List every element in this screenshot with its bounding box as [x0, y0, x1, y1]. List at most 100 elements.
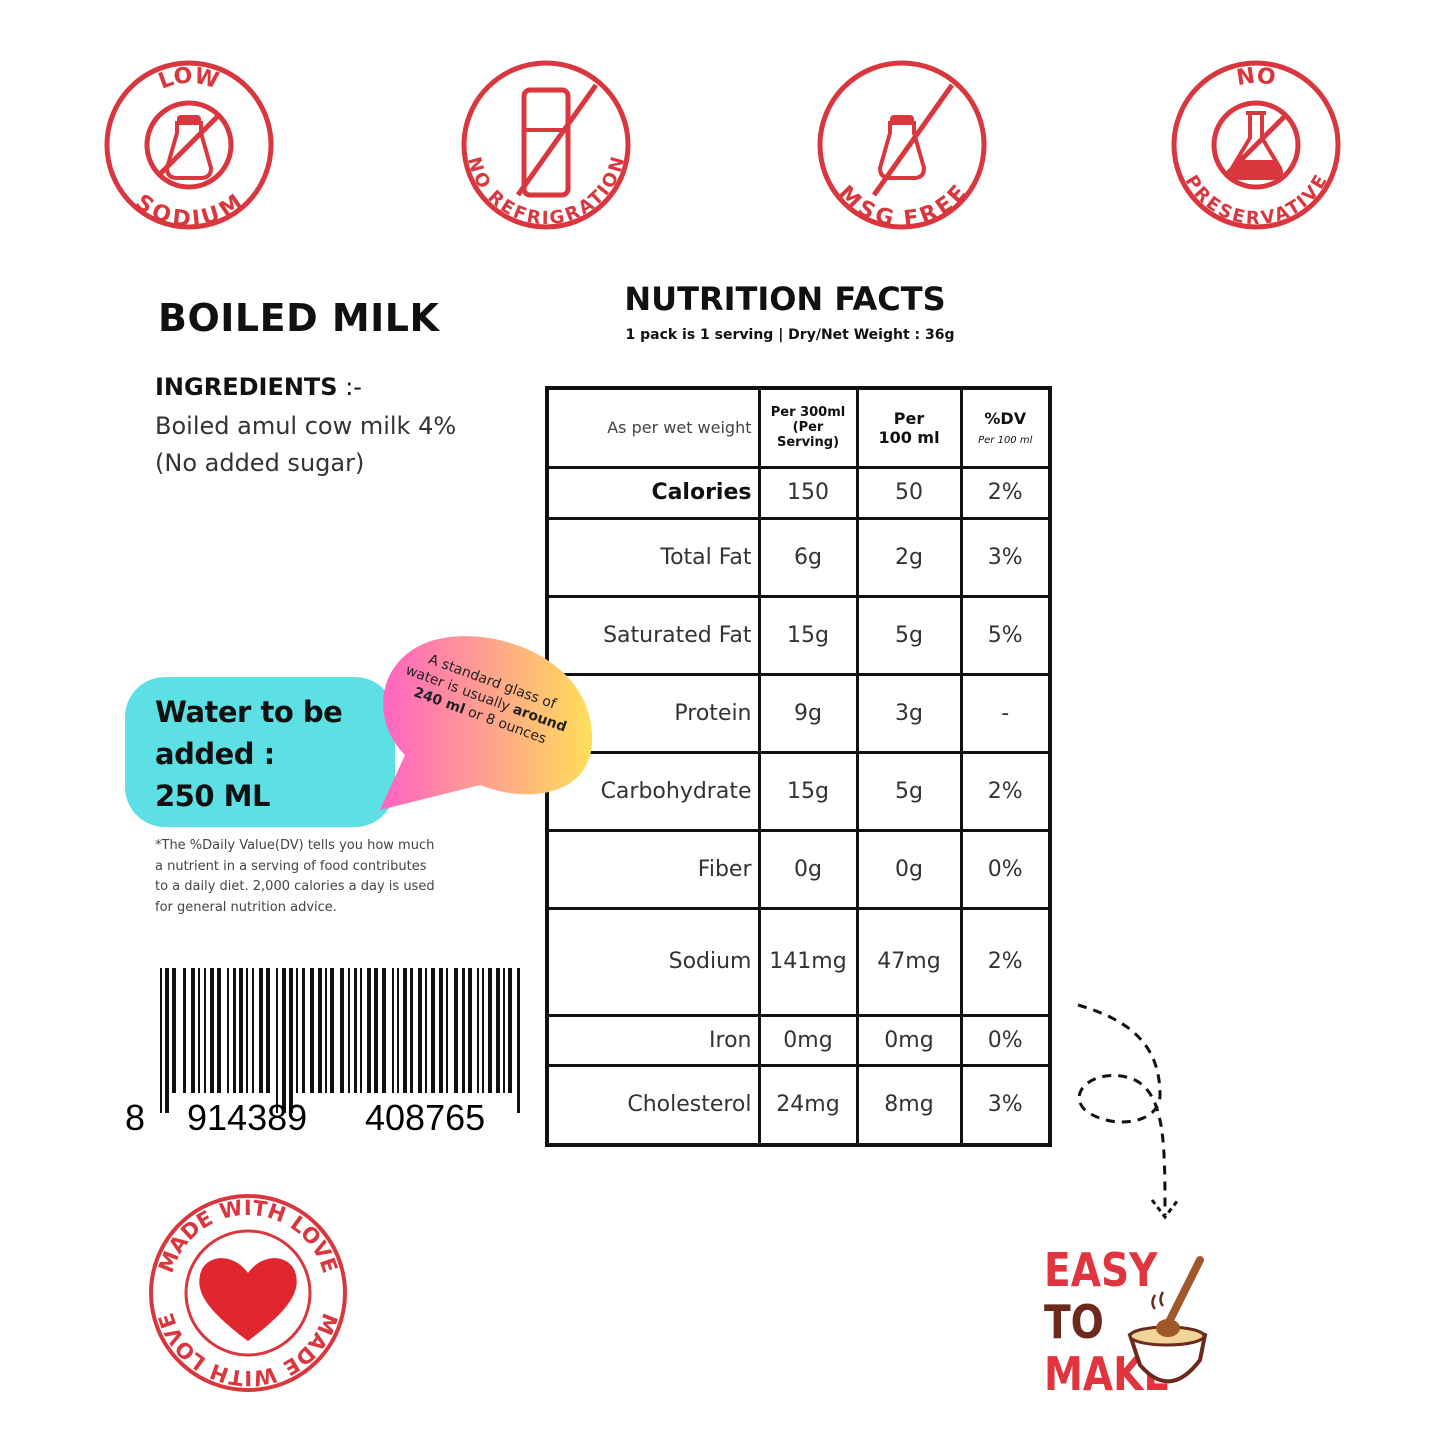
nutrient-value: 15g [757, 750, 859, 832]
barcode-bar [204, 968, 206, 1093]
badge-bottom-text: SODIUM [130, 190, 247, 233]
nutrition-subtitle: 1 pack is 1 serving | Dry/Net Weight : 3… [625, 327, 955, 343]
badge-no-refrigration: NO REFRIGRATION [456, 55, 636, 235]
badge-bottom-text: PRESERVATIVE [1181, 172, 1332, 229]
ingredients-label: INGREDIENTS [155, 373, 338, 401]
nutrient-value: 150 [757, 465, 859, 520]
nutrient-name: Calories [545, 465, 761, 520]
table-row: Iron 0mg 0mg 0% [545, 1013, 1052, 1067]
barcode-bar [348, 968, 350, 1093]
ingredients-text: Boiled amul cow milk 4% (No added sugar) [155, 412, 457, 477]
water-instruction: Water to be added : 250 ML [125, 677, 395, 827]
barcode-digits-2: 914389 [187, 1097, 307, 1138]
badge-bottom-text: NO REFRIGRATION [463, 155, 629, 229]
barcode-bar [282, 968, 286, 1113]
barcode-bar [310, 968, 314, 1093]
badge-top-text: NO [1235, 64, 1277, 92]
barcode-bar [191, 968, 195, 1093]
barcode-bar [198, 968, 200, 1093]
barcode-bar [233, 968, 236, 1093]
svg-text:MADE WITH LOVE: MADE WITH LOVE [154, 1196, 342, 1276]
nutrient-value: 3g [855, 672, 963, 754]
header-per-100ml: Per 100 ml [855, 386, 963, 469]
barcode-bar [289, 968, 293, 1113]
product-title: BOILED MILK [158, 296, 440, 340]
nutrient-value: 2g [855, 516, 963, 598]
nutrient-value: 9g [757, 672, 859, 754]
water-line-1: Water to be [155, 695, 343, 729]
water-amount: 250 ML [155, 779, 270, 813]
nutrient-value: 6g [757, 516, 859, 598]
dv-footnote: *The %Daily Value(DV) tells you how much… [155, 838, 435, 915]
barcode-bar [183, 968, 186, 1093]
nutrient-name: Protein [545, 672, 761, 754]
nutrient-value: 0% [959, 828, 1052, 910]
nutrition-title: NUTRITION FACTS [624, 280, 946, 318]
nutrient-value: 3% [959, 1063, 1052, 1147]
barcode-bar [217, 968, 221, 1093]
nutrient-value: 2% [959, 750, 1052, 832]
nutrient-name: Iron [545, 1013, 761, 1067]
barcode-bar [418, 968, 422, 1093]
barcode-bar [354, 968, 357, 1093]
easy-line-1: EASY [1044, 1243, 1158, 1297]
speech-bubble [380, 636, 593, 810]
nutrient-value: 0mg [757, 1013, 859, 1067]
barcode-bar [439, 968, 443, 1093]
table-row: Carbohydrate 15g 5g 2% [545, 750, 1052, 832]
barcode-bar [227, 968, 229, 1093]
nutrient-name: Saturated Fat [545, 594, 761, 676]
nutrient-value: 5g [855, 594, 963, 676]
barcode-bar [410, 968, 413, 1093]
stamp-top-text: MADE WITH LOVE [154, 1196, 342, 1276]
barcode-bar [367, 968, 371, 1093]
barcode-bar [403, 968, 407, 1093]
barcode-bar [165, 968, 169, 1113]
barcode-bar [318, 968, 322, 1093]
barcode-bar [431, 968, 435, 1093]
table-row: Saturated Fat 15g 5g 5% [545, 594, 1052, 676]
header-basis: As per wet weight [545, 386, 761, 469]
svg-text:SODIUM: SODIUM [130, 190, 247, 233]
barcode-bar [302, 968, 305, 1093]
table-row: Protein 9g 3g - [545, 672, 1052, 754]
nutrient-value: 24mg [757, 1063, 859, 1147]
barcode-bar [392, 968, 394, 1093]
nutrient-name: Fiber [545, 828, 761, 910]
barcode-bar [374, 968, 378, 1093]
barcode-bar [252, 968, 254, 1093]
water-line-2: added : [155, 737, 275, 771]
table-header-row: As per wet weight Per 300ml (Per Serving)… [545, 386, 1052, 469]
barcode-bar [496, 968, 500, 1093]
svg-text:LOW: LOW [155, 63, 221, 94]
barcode-bar [330, 968, 334, 1093]
table-row: Calories 150 50 2% [545, 465, 1052, 520]
header-dv: %DV Per 100 ml [959, 386, 1052, 469]
nutrient-name: Sodium [545, 906, 761, 1017]
easy-line-2: TO [1044, 1295, 1104, 1349]
nutrient-value: 2% [959, 465, 1052, 520]
nutrient-value: 50 [855, 465, 963, 520]
easy-to-make-badge: EASY TO MAKE [1040, 1240, 1220, 1410]
barcode-bar [160, 968, 162, 1113]
svg-text:NO: NO [1235, 64, 1277, 92]
nutrient-value: 3% [959, 516, 1052, 598]
barcode-digits-3: 408765 [365, 1097, 485, 1138]
ingredients-heading: INGREDIENTS :- [155, 373, 362, 401]
nutrient-name: Total Fat [545, 516, 761, 598]
barcode-bar [210, 968, 214, 1093]
barcode-bar [488, 968, 492, 1093]
barcode-bar [340, 968, 344, 1093]
barcode-bar [508, 968, 512, 1093]
header-per-serving: Per 300ml (Per Serving) [757, 386, 859, 469]
barcode-bar [397, 968, 399, 1093]
heart-icon [199, 1258, 297, 1341]
barcode-bar [477, 968, 479, 1093]
barcode-bar [239, 968, 243, 1093]
table-row: Total Fat 6g 2g 3% [545, 516, 1052, 598]
nutrient-value: 0% [959, 1013, 1052, 1067]
nutrient-value: 141mg [757, 906, 859, 1017]
barcode-bar [172, 968, 176, 1093]
barcode-bar [425, 968, 427, 1093]
table-row: Sodium 141mg 47mg 2% [545, 906, 1052, 1017]
